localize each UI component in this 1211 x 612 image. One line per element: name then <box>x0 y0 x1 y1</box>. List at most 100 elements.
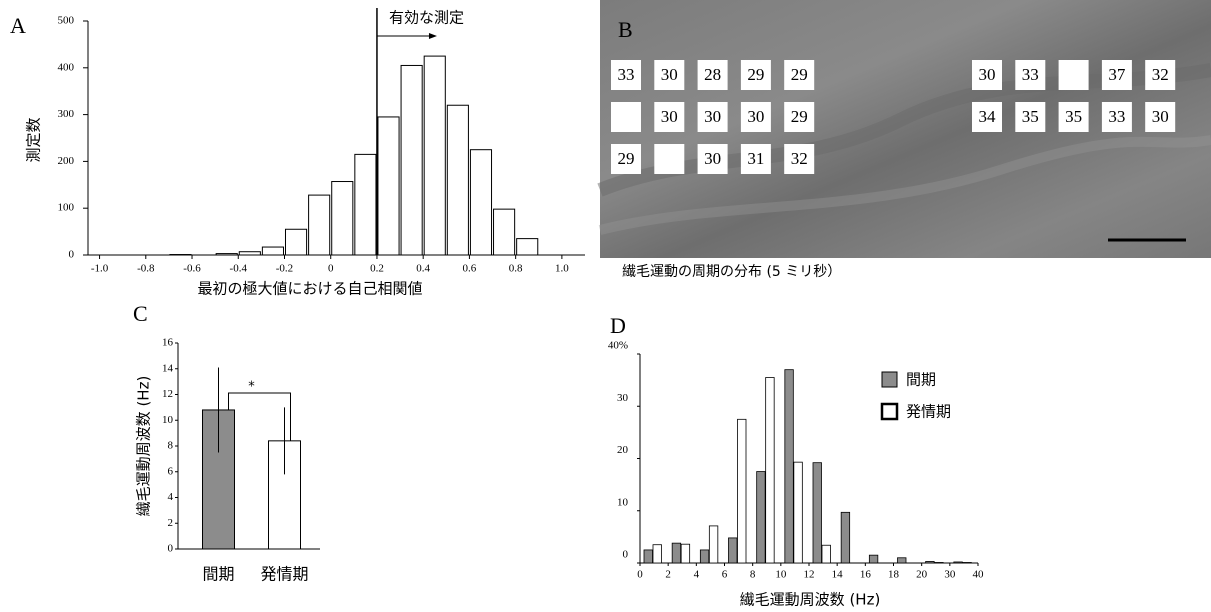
x-tick-label: 発情期 <box>260 565 308 584</box>
bar <box>926 561 935 563</box>
bar <box>709 526 718 563</box>
box-value: 34 <box>979 107 997 126</box>
value-box <box>611 102 641 132</box>
legend-swatch <box>882 404 897 419</box>
y-tick-label: 0 <box>69 249 75 261</box>
value-box <box>1059 60 1089 90</box>
box-value: 33 <box>1108 107 1125 126</box>
bar <box>653 545 662 563</box>
y-tick-label: 40% <box>608 340 628 352</box>
x-tick-label: -1.0 <box>91 263 109 275</box>
box-value: 30 <box>747 107 764 126</box>
bar <box>378 117 399 255</box>
legend-label: 発情期 <box>906 403 951 421</box>
y-axis-title: 繊毛運動周波数 (Hz) <box>135 376 153 517</box>
bar <box>935 562 944 563</box>
panel-label: B <box>618 17 633 42</box>
x-tick-label: 8 <box>750 569 756 581</box>
x-tick-label: 40 <box>973 569 985 581</box>
box-value: 35 <box>1065 107 1082 126</box>
x-tick-label: 12 <box>804 569 815 581</box>
bar <box>447 105 468 255</box>
caption: 繊毛運動の周期の分布 (5 ミリ秒） <box>622 264 841 280</box>
bar <box>963 562 972 563</box>
x-tick-label: -0.2 <box>276 263 293 275</box>
x-tick-label: 1.0 <box>555 263 569 275</box>
significance: * <box>248 379 255 394</box>
box-value: 37 <box>1108 65 1126 84</box>
x-tick-label: -0.6 <box>183 263 201 275</box>
bar <box>954 562 963 563</box>
bar <box>729 538 738 563</box>
bar <box>494 209 515 255</box>
box-value: 29 <box>747 65 764 84</box>
x-tick-label: 0 <box>637 569 643 581</box>
bar <box>841 512 850 563</box>
box-value: 29 <box>791 107 808 126</box>
y-tick-label: 300 <box>58 108 75 120</box>
box-value: 28 <box>704 65 721 84</box>
legend-swatch <box>882 372 897 387</box>
bar <box>785 370 794 563</box>
bar <box>766 378 775 563</box>
x-tick-label: 30 <box>944 569 956 581</box>
box-value: 29 <box>618 149 635 168</box>
bar <box>794 462 803 563</box>
y-tick-label: 10 <box>617 496 629 508</box>
value-box <box>654 144 684 174</box>
y-tick-label: 14 <box>162 362 174 374</box>
y-tick-label: 8 <box>168 440 174 452</box>
box-value: 33 <box>1022 65 1039 84</box>
arrow-head <box>429 33 437 39</box>
bar <box>239 252 260 255</box>
bar <box>672 543 681 563</box>
x-axis-title: 繊毛運動周波数 (Hz) <box>740 591 881 609</box>
bar <box>738 419 747 563</box>
x-tick-label: 0.6 <box>463 263 477 275</box>
x-tick-label: 0 <box>328 263 334 275</box>
bar <box>517 239 538 255</box>
y-tick-label: 20 <box>617 444 629 456</box>
y-tick-label: 2 <box>168 517 174 529</box>
box-value: 30 <box>661 65 678 84</box>
box-value: 35 <box>1022 107 1039 126</box>
box-value: 30 <box>704 107 721 126</box>
x-tick-label: -0.4 <box>230 263 248 275</box>
box-value: 32 <box>1152 65 1169 84</box>
box-value: 33 <box>618 65 635 84</box>
y-axis-title: 測定数 <box>25 117 43 162</box>
x-tick-label: 2 <box>665 569 671 581</box>
box-value: 30 <box>979 65 996 84</box>
significance-bracket <box>229 393 291 441</box>
x-tick-label: 6 <box>722 569 728 581</box>
x-tick-label: 18 <box>888 569 900 581</box>
page: {"panel_b": {"label": "B", "left_grid": … <box>0 0 1211 612</box>
figure: B 繊毛運動の周期の分布 (5 ミリ秒） 3330282929303030292… <box>0 0 1211 612</box>
y-tick-label: 4 <box>168 491 174 503</box>
y-tick-label: 100 <box>58 202 75 214</box>
bar <box>757 472 766 563</box>
bar <box>681 544 690 563</box>
bar <box>309 195 330 255</box>
y-tick-label: 30 <box>617 392 629 404</box>
y-tick-label: 0 <box>623 549 629 561</box>
x-tick-label: -0.8 <box>137 263 155 275</box>
bar <box>262 247 283 255</box>
box-value: 32 <box>791 149 808 168</box>
bar <box>216 254 237 255</box>
x-tick-label: 4 <box>694 569 700 581</box>
box-value: 31 <box>747 149 764 168</box>
y-tick-label: 0 <box>168 543 174 555</box>
bar <box>898 558 907 563</box>
x-tick-label: 14 <box>832 569 844 581</box>
bar <box>424 56 445 255</box>
bar <box>700 550 709 563</box>
bar <box>355 154 376 255</box>
bar <box>813 463 822 563</box>
bar <box>285 229 306 255</box>
x-tick-label: 0.4 <box>416 263 430 275</box>
y-tick-label: 500 <box>58 15 75 27</box>
bar <box>644 550 653 563</box>
bar <box>401 65 422 255</box>
x-tick-label: 0.2 <box>370 263 384 275</box>
